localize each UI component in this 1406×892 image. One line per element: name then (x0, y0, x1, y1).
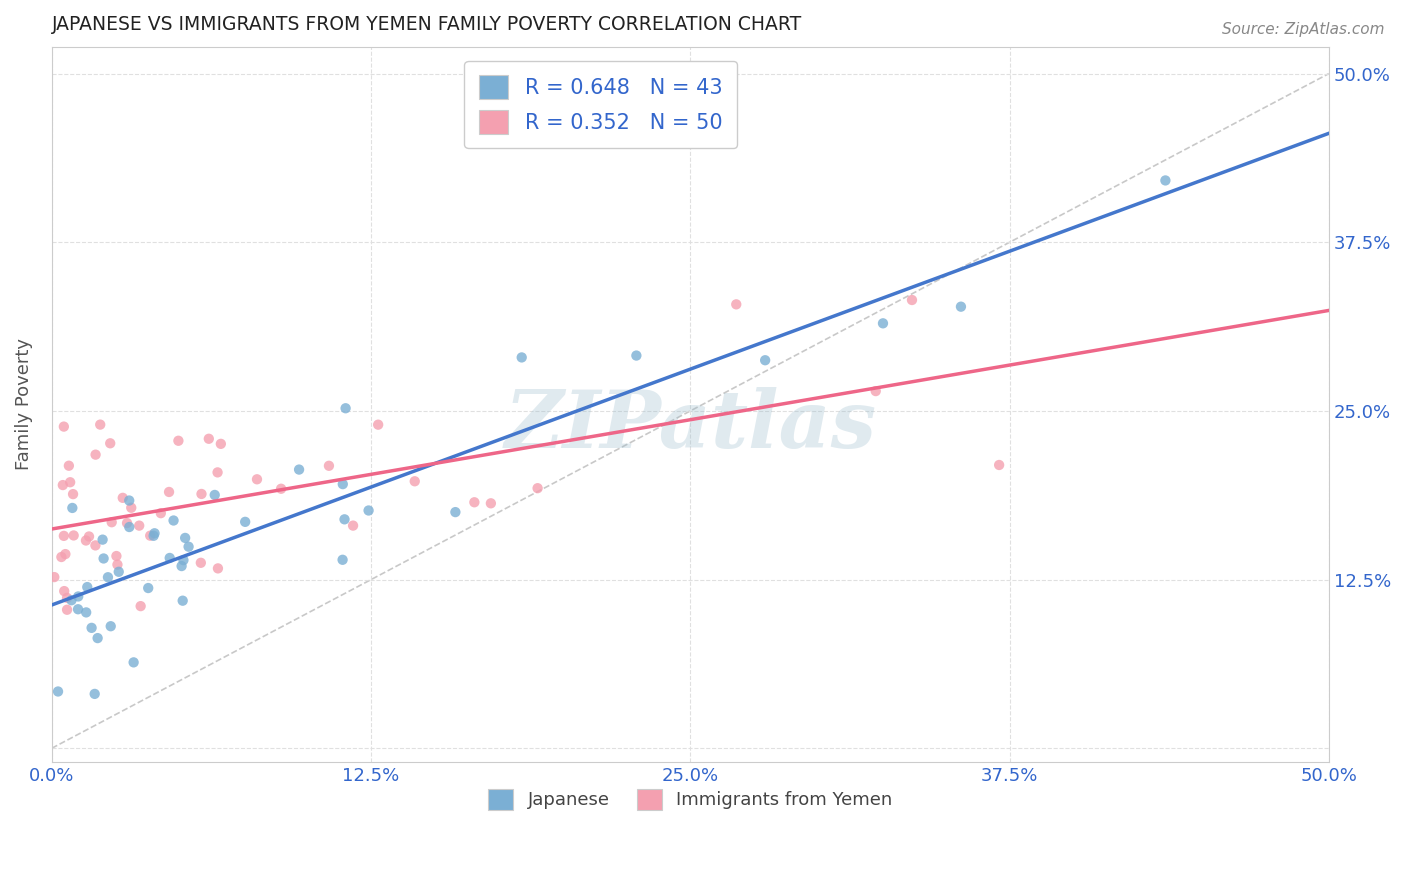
Point (52, 478, 75, 492)
Point (128, 518, 150, 533)
Point (318, 458, 340, 473)
Point (75, 533, 97, 548)
Point (872, 316, 894, 330)
Point (46, 684, 69, 698)
Point (626, 349, 648, 363)
Point (865, 384, 887, 398)
Point (901, 293, 924, 307)
Point (342, 518, 364, 533)
Point (479, 496, 502, 510)
Point (332, 477, 354, 491)
Point (207, 561, 229, 575)
Point (107, 558, 129, 572)
Point (190, 556, 212, 570)
Point (288, 462, 311, 476)
Point (157, 485, 180, 500)
Point (367, 417, 389, 432)
Point (83, 687, 105, 701)
Point (107, 565, 129, 579)
Point (53, 584, 76, 599)
Point (444, 505, 467, 519)
Point (149, 506, 172, 520)
Point (204, 488, 226, 502)
Point (86, 631, 108, 645)
Point (56, 591, 79, 605)
Point (75, 606, 97, 620)
Y-axis label: Family Poverty: Family Poverty (15, 338, 32, 470)
Point (111, 491, 134, 505)
Point (725, 297, 748, 311)
Point (167, 434, 190, 448)
Point (174, 531, 197, 545)
Point (97, 570, 120, 584)
Point (209, 437, 232, 451)
Point (270, 482, 292, 496)
Point (754, 353, 776, 368)
Point (84, 538, 107, 552)
Legend: Japanese, Immigrants from Yemen: Japanese, Immigrants from Yemen (481, 781, 900, 817)
Point (177, 540, 200, 554)
Point (526, 481, 548, 495)
Point (207, 466, 229, 480)
Point (172, 553, 194, 567)
Point (60, 500, 83, 515)
Point (67, 590, 90, 604)
Point (52, 529, 75, 543)
Point (120, 500, 142, 515)
Point (93, 551, 115, 566)
Point (60, 593, 83, 607)
Point (55, 547, 77, 561)
Point (62, 487, 84, 501)
Text: JAPANESE VS IMMIGRANTS FROM YEMEN FAMILY POVERTY CORRELATION CHART: JAPANESE VS IMMIGRANTS FROM YEMEN FAMILY… (52, 15, 801, 34)
Point (59, 475, 82, 490)
Point (80, 621, 103, 635)
Point (357, 503, 380, 517)
Point (100, 515, 122, 529)
Point (404, 475, 426, 489)
Text: Source: ZipAtlas.com: Source: ZipAtlas.com (1222, 22, 1385, 37)
Point (51, 549, 73, 564)
Point (949, 300, 972, 314)
Point (67, 602, 90, 616)
Point (122, 656, 145, 670)
Point (98, 436, 121, 450)
Point (52, 419, 75, 434)
Point (333, 512, 356, 526)
Point (172, 593, 194, 607)
Point (162, 514, 184, 528)
Point (118, 520, 141, 534)
Point (84, 448, 107, 462)
Point (332, 553, 354, 567)
Point (129, 599, 152, 614)
Point (77, 529, 100, 543)
Point (988, 458, 1011, 472)
Point (89, 417, 111, 432)
Point (44, 570, 66, 584)
Point (510, 351, 533, 365)
Point (91, 533, 114, 547)
Point (170, 559, 193, 574)
Point (62, 528, 84, 542)
Point (335, 401, 357, 416)
Point (76, 580, 98, 594)
Point (115, 516, 138, 530)
Point (159, 551, 181, 566)
Text: ZIPatlas: ZIPatlas (505, 387, 876, 465)
Point (118, 493, 141, 508)
Point (143, 526, 166, 541)
Point (142, 529, 165, 543)
Point (246, 472, 269, 486)
Point (190, 487, 212, 501)
Point (136, 581, 159, 595)
Point (139, 529, 162, 543)
Point (56, 603, 79, 617)
Point (198, 432, 221, 446)
Point (105, 549, 128, 563)
Point (233, 515, 256, 529)
Point (58, 458, 80, 473)
Point (463, 495, 485, 509)
Point (1154, 173, 1177, 187)
Point (100, 619, 122, 633)
